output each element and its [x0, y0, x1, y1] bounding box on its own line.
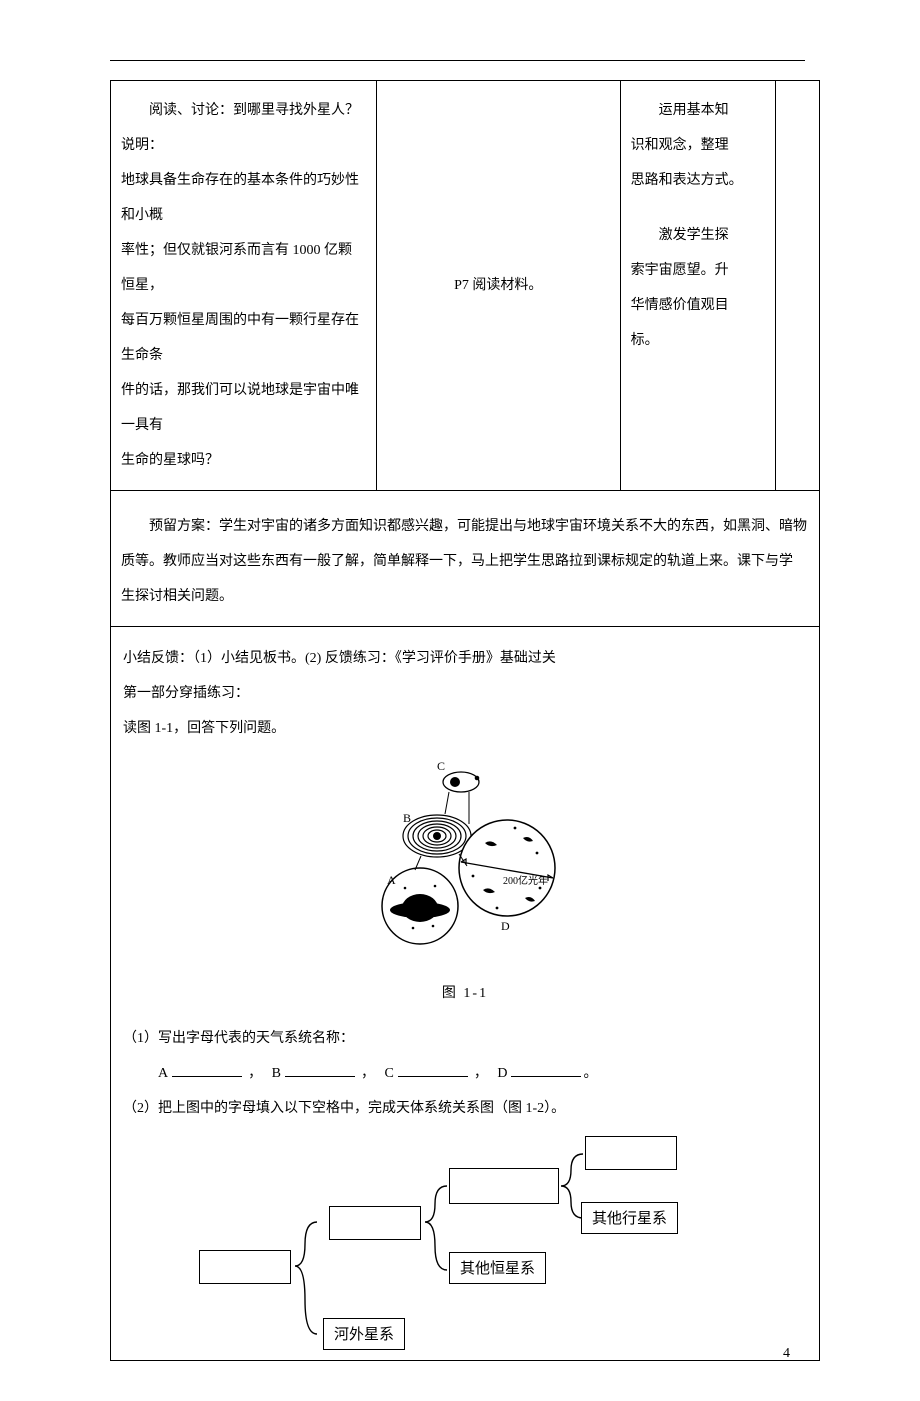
cell-objectives: 运用基本知 识和观念，整理 思路和表达方式。 激发学生探 索宇宙愿望。升 华情感…	[620, 81, 775, 491]
text-line: 标。	[631, 323, 765, 358]
figure-caption: 图 1-1	[123, 976, 807, 1011]
tree-extragalactic-label: 河外星系	[323, 1318, 405, 1350]
tree-earthmoon-blank[interactable]	[585, 1136, 677, 1170]
lesson-table: 阅读、讨论：到哪里寻找外星人？说明： 地球具备生命存在的基本条件的巧妙性和小概 …	[110, 80, 820, 1361]
question-1: （1）写出字母代表的天气系统名称：	[123, 1021, 807, 1056]
question-1-blanks: A ， B ， C ， D 。	[123, 1056, 807, 1091]
separator: ，	[248, 1066, 262, 1081]
tree-other-star-label: 其他恒星系	[449, 1252, 546, 1284]
text-line: 识和观念，整理	[631, 128, 765, 163]
label-d: D	[497, 1066, 507, 1081]
spacer	[631, 198, 765, 218]
label-a: A	[158, 1066, 168, 1081]
label-b: B	[272, 1066, 281, 1081]
header-divider	[110, 60, 805, 61]
tree-root-blank[interactable]	[199, 1250, 291, 1284]
text: P7 阅读材料。	[377, 268, 620, 303]
question-2: （2）把上图中的字母填入以下空格中，完成天体系统关系图（图 1-2）。	[123, 1091, 807, 1126]
paragraph: 预留方案：学生对宇宙的诸多方面知识都感兴趣，可能提出与地球宇宙环境关系不大的东西…	[121, 509, 809, 544]
svg-text:A: A	[387, 873, 396, 887]
summary-feedback: 小结反馈：（1）小结见板书。(2) 反馈练习：《学习评价手册》基础过关	[123, 641, 807, 676]
tree-other-planet-label: 其他行星系	[581, 1202, 678, 1234]
svg-text:C: C	[437, 759, 445, 773]
text-line: 生探讨相关问题。	[121, 579, 809, 614]
cell-empty	[775, 81, 819, 491]
celestial-hierarchy-tree: 河外星系 其他恒星系 其他行星系	[173, 1136, 753, 1336]
table-row: 预留方案：学生对宇宙的诸多方面知识都感兴趣，可能提出与地球宇宙环境关系不大的东西…	[111, 491, 820, 627]
read-figure-instruction: 读图 1-1，回答下列问题。	[123, 711, 807, 746]
cell-reading-discussion: 阅读、讨论：到哪里寻找外星人？说明： 地球具备生命存在的基本条件的巧妙性和小概 …	[111, 81, 377, 491]
svg-text:200亿光年: 200亿光年	[503, 874, 548, 887]
page-number: 4	[783, 1336, 790, 1371]
text-line: 质等。教师应当对这些东西有一般了解，简单解释一下，马上把学生思路拉到课标规定的轨…	[121, 544, 809, 579]
separator: ，	[474, 1066, 488, 1081]
cell-reserved-plan: 预留方案：学生对宇宙的诸多方面知识都感兴趣，可能提出与地球宇宙环境关系不大的东西…	[111, 491, 820, 627]
table-row: 小结反馈：（1）小结见板书。(2) 反馈练习：《学习评价手册》基础过关 第一部分…	[111, 627, 820, 1361]
cell-exercise: 小结反馈：（1）小结见板书。(2) 反馈练习：《学习评价手册》基础过关 第一部分…	[111, 627, 820, 1361]
text-line: 件的话，那我们可以说地球是宇宙中唯一具有	[121, 373, 366, 443]
period: 。	[583, 1066, 597, 1081]
text-line: 率性；但仅就银河系而言有 1000 亿颗恒星，	[121, 233, 366, 303]
paragraph: 阅读、讨论：到哪里寻找外星人？说明：	[121, 93, 366, 163]
blank-input[interactable]	[285, 1063, 355, 1077]
text-line: 生命的星球吗？	[121, 443, 366, 478]
insert-exercise-label: 第一部分穿插练习：	[123, 676, 807, 711]
figure-1-1: A B	[123, 758, 807, 972]
blank-input[interactable]	[398, 1063, 468, 1077]
text-line: 每百万颗恒星周围的中有一颗行星存在生命条	[121, 303, 366, 373]
text-line: 地球具备生命存在的基本条件的巧妙性和小概	[121, 163, 366, 233]
separator: ，	[361, 1066, 375, 1081]
paragraph: 激发学生探	[631, 218, 765, 253]
svg-text:B: B	[403, 811, 411, 825]
table-row: 阅读、讨论：到哪里寻找外星人？说明： 地球具备生命存在的基本条件的巧妙性和小概 …	[111, 81, 820, 491]
svg-text:D: D	[501, 919, 510, 933]
tree-solar-blank[interactable]	[449, 1168, 559, 1204]
paragraph: 运用基本知	[631, 93, 765, 128]
text-line: 华情感价值观目	[631, 288, 765, 323]
celestial-systems-diagram: A B	[365, 758, 565, 958]
blank-input[interactable]	[511, 1063, 581, 1077]
label-c: C	[384, 1066, 393, 1081]
text-line: 索宇宙愿望。升	[631, 253, 765, 288]
cell-material-ref: P7 阅读材料。	[376, 81, 620, 491]
tree-galaxy-blank[interactable]	[329, 1206, 421, 1240]
text-line: 思路和表达方式。	[631, 163, 765, 198]
page: 阅读、讨论：到哪里寻找外星人？说明： 地球具备生命存在的基本条件的巧妙性和小概 …	[0, 0, 920, 1401]
blank-input[interactable]	[172, 1063, 242, 1077]
